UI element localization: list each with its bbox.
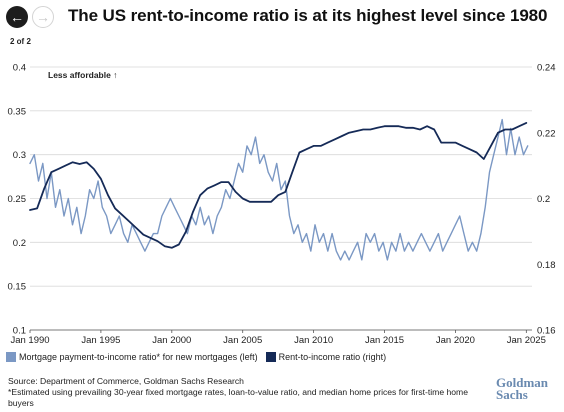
footnote: *Estimated using prevailing 30-year fixe… [8,387,468,408]
y-right-tick-label: 0.24 [537,63,556,74]
y-left-tick-label: 0.35 [8,106,27,117]
y-right-tick-label: 0.18 [537,260,556,271]
y-left-tick-label: 0.25 [8,194,27,205]
series-line-rent [29,122,528,249]
x-tick-label: Jan 2010 [294,335,333,346]
chart: 0.1 0.15 0.2 0.25 0.3 0.35 0.4 0.16 0.18 0.2 0.22… [8,63,556,347]
legend-item-rent: Rent-to-income ratio (right) [265,352,387,362]
chart-annotation: Less affordable ↑ [48,70,117,80]
back-arrow-icon[interactable]: ← [6,6,28,28]
y-left-tick-label: 0.1 [13,326,26,337]
x-tick-label: Jan 2000 [152,335,191,346]
y-left-tick-label: 0.3 [13,150,26,161]
forward-arrow-icon[interactable]: → [32,6,54,28]
x-tick-label: Jan 2015 [365,335,404,346]
y-right-tick-label: 0.16 [537,326,556,337]
legend-item-mortgage: Mortgage payment-to-income ratio* for ne… [6,352,258,362]
x-axis: Jan 1990 Jan 1995 Jan 2000 Jan 2005 Jan 2010… [10,329,546,346]
x-tick-label: Jan 2025 [507,335,546,346]
top-bar: ← → 2 of 2 The US rent-to-income ratio i… [0,0,564,50]
y-left-tick-label: 0.15 [8,282,27,293]
page-indicator: 2 of 2 [10,37,31,46]
x-tick-label: Jan 1990 [10,335,49,346]
grid-lines [30,66,532,331]
x-tick-label: Jan 2005 [223,335,262,346]
footer: Source: Department of Commerce, Goldman … [8,376,488,409]
logo-line-2: Sachs [496,387,528,402]
y-right-axis: 0.16 0.18 0.2 0.22 0.24 [537,63,556,337]
y-right-tick-label: 0.22 [537,128,556,139]
y-left-tick-label: 0.2 [13,238,26,249]
legend-label-mortgage: Mortgage payment-to-income ratio* for ne… [19,352,258,362]
goldman-sachs-logo: Goldman Sachs [496,375,556,402]
legend-swatch-rent [265,352,276,362]
x-tick-label: Jan 1995 [81,335,120,346]
y-right-tick-label: 0.2 [537,194,550,205]
series-line-mortgage [29,118,529,261]
logo-line-1: Goldman [496,375,549,390]
chart-title: The US rent-to-income ratio is at its hi… [68,6,548,25]
source-note: Source: Department of Commerce, Goldman … [8,376,244,386]
legend: Mortgage payment-to-income ratio* for ne… [6,352,386,362]
series-lines [29,118,529,261]
legend-label-rent: Rent-to-income ratio (right) [278,352,387,362]
y-left-axis: 0.1 0.15 0.2 0.25 0.3 0.35 0.4 [8,63,27,337]
x-tick-label: Jan 2020 [436,335,475,346]
legend-swatch-mortgage [6,352,16,362]
y-left-tick-label: 0.4 [13,63,26,74]
